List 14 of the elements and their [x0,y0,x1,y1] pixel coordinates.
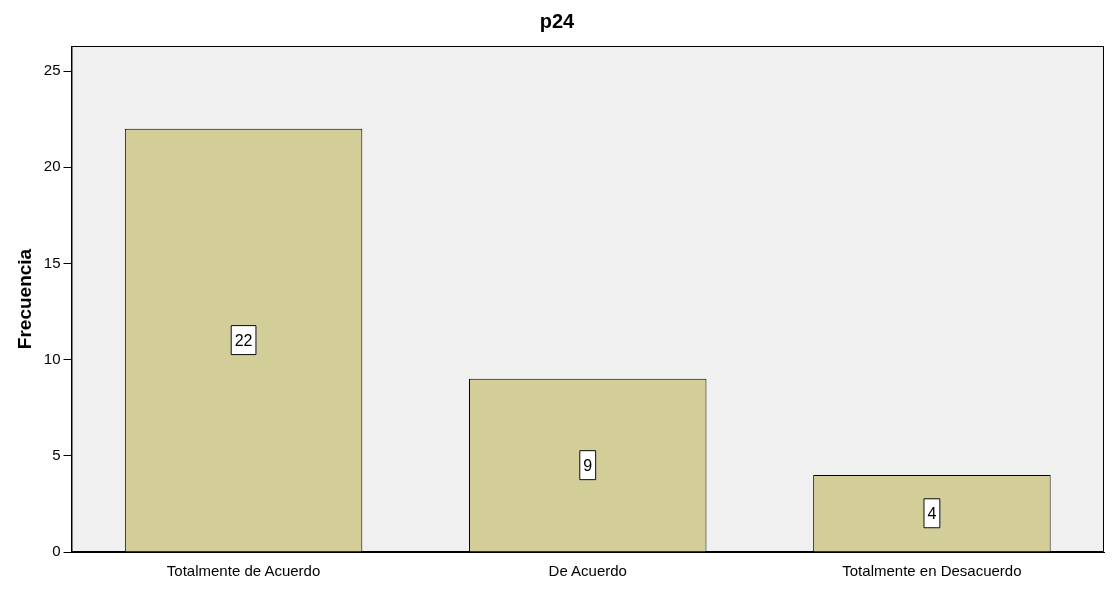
y-tick-label: 10 [43,349,61,367]
data-label: 22 [234,331,253,349]
y-tick-label: 25 [43,61,61,79]
y-tick-label: 15 [43,253,61,271]
y-axis-title: Frecuencia [13,248,35,350]
x-tick-label: Totalmente en Desacuerdo [842,562,1022,580]
y-tick-label: 20 [43,157,61,175]
y-tick-label: 0 [52,542,61,560]
chart-title: p24 [539,9,576,32]
data-label: 9 [583,456,593,474]
y-tick-label: 5 [52,445,61,463]
x-tick-label: Totalmente de Acuerdo [166,562,321,580]
x-tick-label: De Acuerdo [548,562,627,580]
data-label: 4 [927,504,937,522]
